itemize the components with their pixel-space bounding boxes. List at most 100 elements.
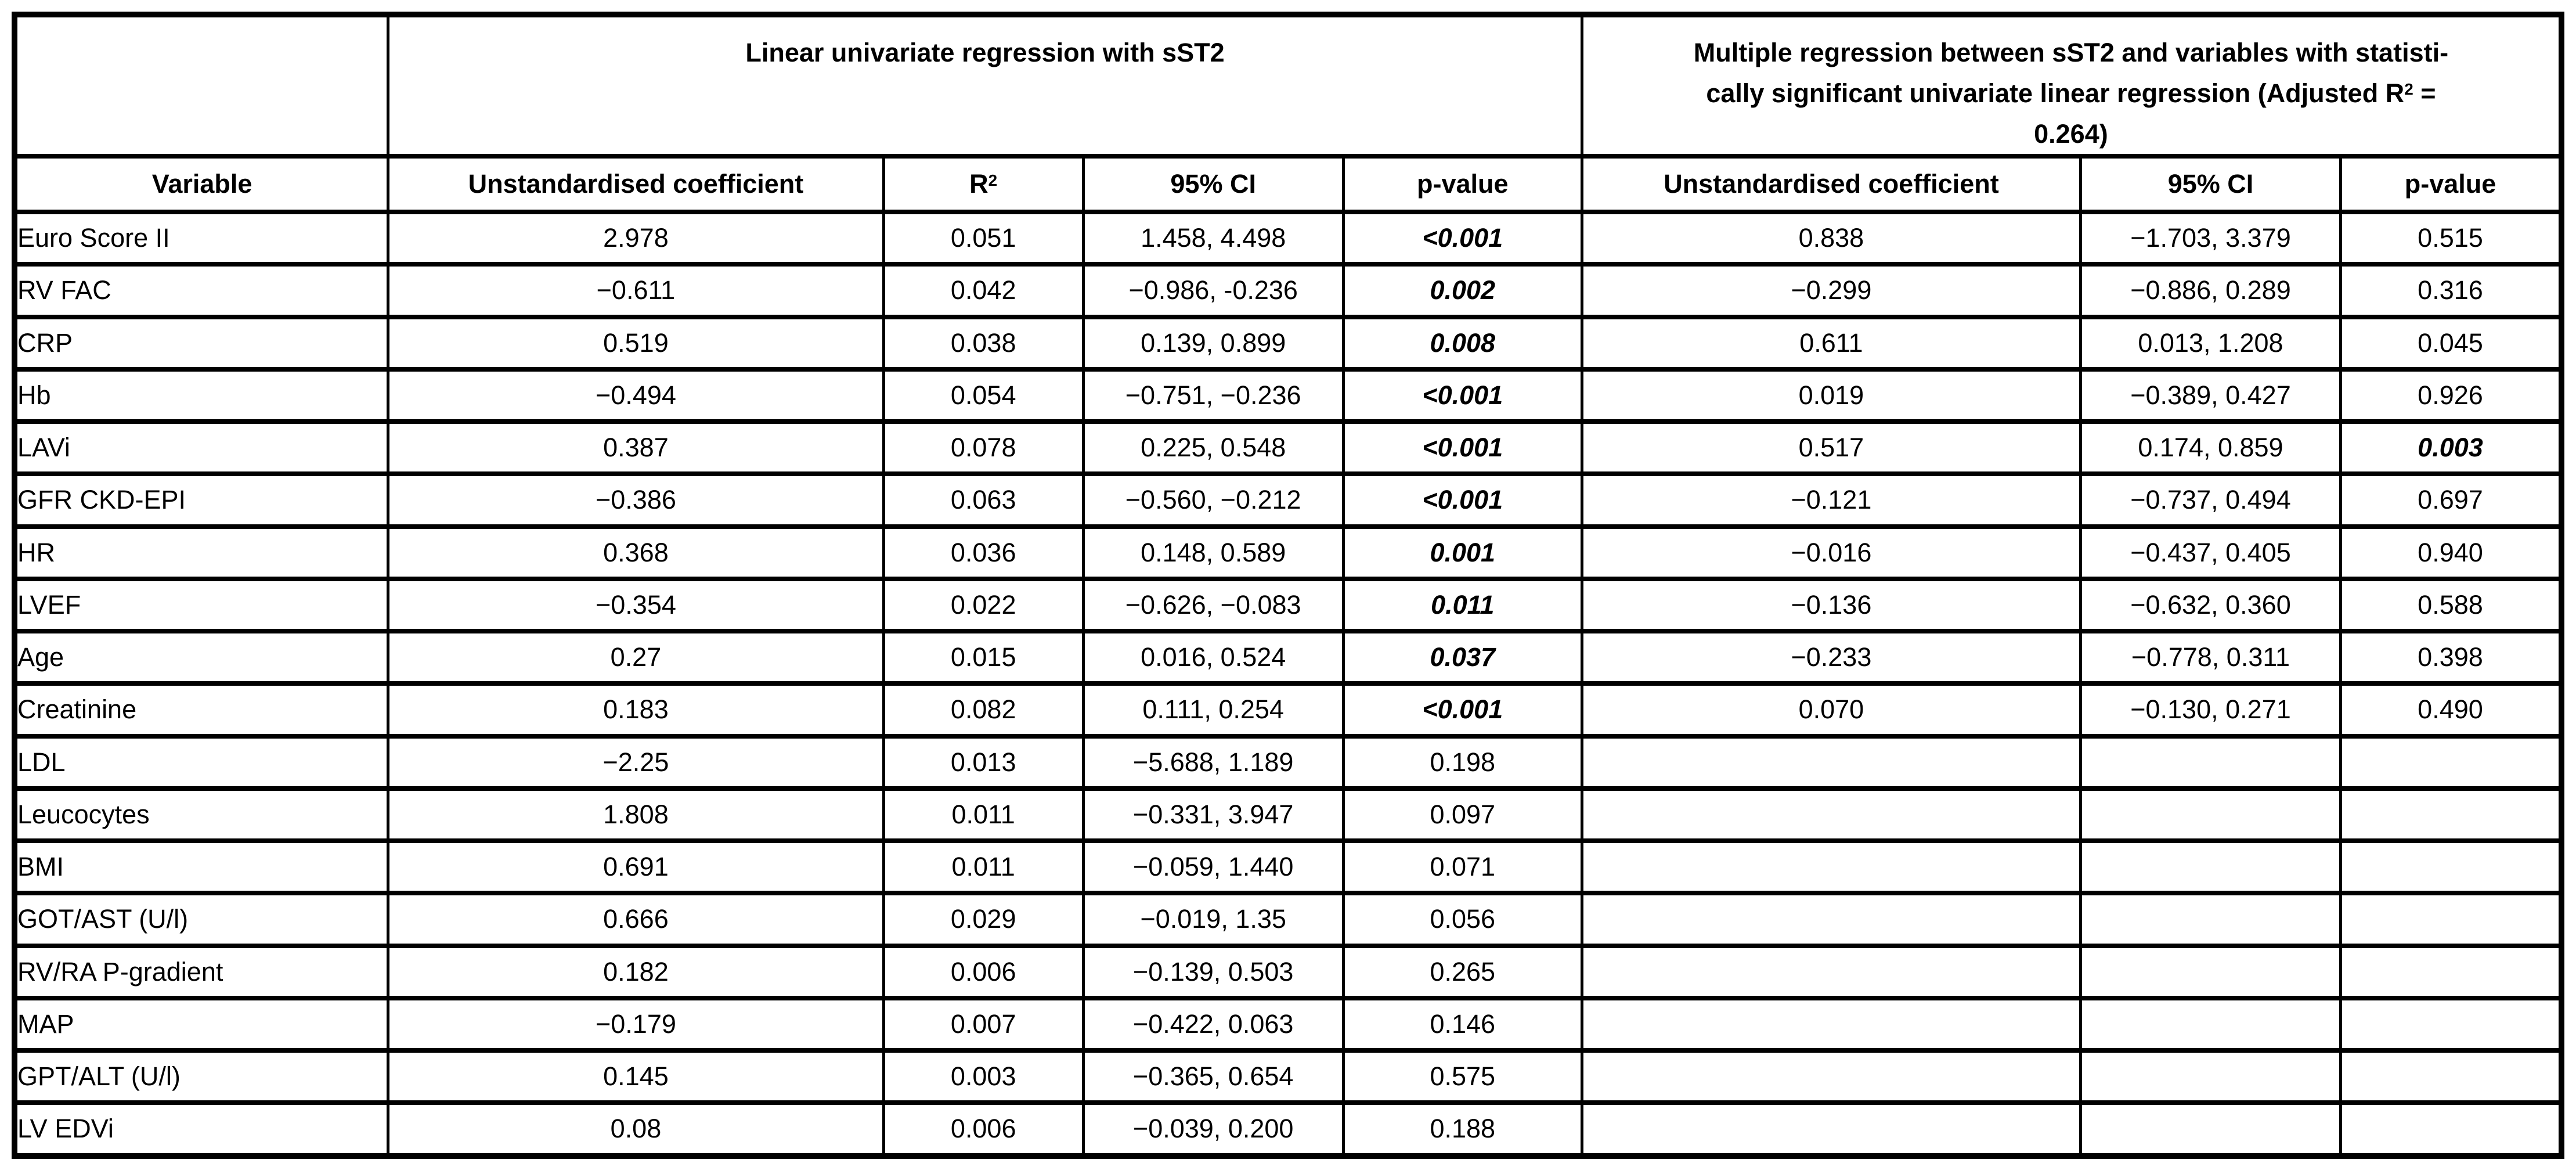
cell-multiple-p-value: 0.515: [2339, 210, 2563, 267]
cell-univariate-coefficient: −0.179: [387, 995, 885, 1053]
cell-variable: GOT/AST (U/l): [13, 891, 390, 948]
cell-variable: Leucocytes: [13, 786, 390, 844]
multiple-group-title-line2: cally significant univariate linear regr…: [1706, 78, 2436, 108]
table-row: GOT/AST (U/l) 0.666 0.029 −0.019, 1.35 0.056: [13, 891, 2563, 948]
cell-multiple-ci: −0.778, 0.311: [2079, 629, 2342, 686]
cell-univariate-coefficient: 0.145: [387, 1047, 885, 1106]
column-header-univariate-coefficient: Unstandardised coefficient: [387, 154, 885, 215]
multiple-group-title-line1: Multiple regression between sST2 and var…: [1693, 38, 2449, 67]
cell-multiple-coefficient: [1580, 733, 2082, 791]
cell-univariate-r-squared: 0.078: [882, 419, 1085, 477]
table-row: LAVi 0.387 0.078 0.225, 0.548 <0.001 0.517 0.1…: [13, 419, 2563, 477]
r-squared-superscript: 2: [988, 171, 998, 189]
cell-multiple-ci: [2079, 995, 2342, 1053]
cell-multiple-coefficient: −0.121: [1580, 471, 2082, 529]
cell-multiple-coefficient: 0.070: [1580, 681, 2082, 739]
table-row: CRP 0.519 0.038 0.139, 0.899 0.008 0.611 0.013…: [13, 314, 2563, 372]
cell-univariate-ci: −0.059, 1.440: [1081, 838, 1345, 896]
cell-multiple-ci: −0.886, 0.289: [2079, 262, 2342, 319]
cell-variable: RV/RA P-gradient: [13, 943, 390, 1000]
cell-univariate-p-value: 0.575: [1341, 1047, 1583, 1106]
corner-cell: [13, 12, 390, 159]
cell-multiple-coefficient: [1580, 891, 2082, 948]
cell-variable: GPT/ALT (U/l): [13, 1047, 390, 1106]
column-header-r-squared: R2: [882, 154, 1085, 215]
cell-variable: Creatinine: [13, 681, 390, 739]
cell-univariate-p-value: 0.011: [1341, 576, 1583, 634]
cell-variable: RV FAC: [13, 262, 390, 319]
cell-univariate-coefficient: 0.27: [387, 629, 885, 686]
cell-univariate-ci: −5.688, 1.189: [1081, 733, 1345, 791]
cell-univariate-r-squared: 0.013: [882, 733, 1085, 791]
cell-multiple-coefficient: −0.136: [1580, 576, 2082, 634]
table-row: Creatinine 0.183 0.082 0.111, 0.254 <0.001 0.…: [13, 681, 2563, 739]
cell-univariate-ci: −0.422, 0.063: [1081, 995, 1345, 1053]
column-header-variable: Variable: [13, 154, 390, 215]
cell-multiple-ci: [2079, 838, 2342, 896]
cell-univariate-r-squared: 0.029: [882, 891, 1085, 948]
cell-multiple-p-value: 0.490: [2339, 681, 2563, 739]
table-row: Leucocytes 1.808 0.011 −0.331, 3.947 0.097: [13, 786, 2563, 844]
cell-univariate-r-squared: 0.082: [882, 681, 1085, 739]
multiple-group-header: Multiple regression between sST2 and var…: [1580, 12, 2563, 159]
cell-univariate-p-value: 0.071: [1341, 838, 1583, 896]
univariate-group-title: Linear univariate regression with sST2: [745, 38, 1225, 67]
cell-univariate-coefficient: −2.25: [387, 733, 885, 791]
cell-multiple-coefficient: 0.517: [1580, 419, 2082, 477]
cell-multiple-p-value: [2339, 891, 2563, 948]
cell-univariate-ci: −0.365, 0.654: [1081, 1047, 1345, 1106]
cell-univariate-coefficient: −0.386: [387, 471, 885, 529]
table-row: LV EDVi 0.08 0.006 −0.039, 0.200 0.188: [13, 1100, 2563, 1158]
cell-univariate-ci: −0.560, −0.212: [1081, 471, 1345, 529]
cell-multiple-ci: [2079, 733, 2342, 791]
cell-variable: Age: [13, 629, 390, 686]
column-header-multiple-p-value: p-value: [2339, 154, 2563, 215]
table-row: BMI 0.691 0.011 −0.059, 1.440 0.071: [13, 838, 2563, 896]
cell-multiple-coefficient: [1580, 995, 2082, 1053]
cell-multiple-coefficient: [1580, 786, 2082, 844]
cell-multiple-p-value: 0.316: [2339, 262, 2563, 319]
cell-univariate-ci: −0.331, 3.947: [1081, 786, 1345, 844]
cell-univariate-p-value: 0.097: [1341, 786, 1583, 844]
cell-multiple-ci: [2079, 786, 2342, 844]
cell-multiple-p-value: 0.045: [2339, 314, 2563, 372]
table-row: MAP −0.179 0.007 −0.422, 0.063 0.146: [13, 995, 2563, 1053]
table-body: Euro Score II 2.978 0.051 1.458, 4.498 <0.00…: [13, 210, 2563, 1158]
cell-univariate-ci: −0.039, 0.200: [1081, 1100, 1345, 1158]
cell-multiple-ci: [2079, 1100, 2342, 1158]
cell-multiple-ci: 0.174, 0.859: [2079, 419, 2342, 477]
cell-univariate-coefficient: 0.666: [387, 891, 885, 948]
cell-univariate-p-value: <0.001: [1341, 366, 1583, 424]
cell-univariate-ci: 1.458, 4.498: [1081, 210, 1345, 267]
cell-univariate-ci: 0.139, 0.899: [1081, 314, 1345, 372]
table-row: LDL −2.25 0.013 −5.688, 1.189 0.198: [13, 733, 2563, 791]
table-row: Hb −0.494 0.054 −0.751, −0.236 <0.001 0.019 −0…: [13, 366, 2563, 424]
cell-univariate-r-squared: 0.011: [882, 838, 1085, 896]
cell-univariate-coefficient: −0.611: [387, 262, 885, 319]
cell-multiple-ci: −0.632, 0.360: [2079, 576, 2342, 634]
cell-multiple-p-value: [2339, 1100, 2563, 1158]
cell-multiple-p-value: 0.003: [2339, 419, 2563, 477]
cell-univariate-p-value: 0.037: [1341, 629, 1583, 686]
column-header-multiple-ci: 95% CI: [2079, 154, 2342, 215]
cell-multiple-coefficient: 0.838: [1580, 210, 2082, 267]
cell-univariate-p-value: <0.001: [1341, 210, 1583, 267]
cell-univariate-r-squared: 0.063: [882, 471, 1085, 529]
cell-univariate-p-value: <0.001: [1341, 681, 1583, 739]
cell-multiple-p-value: 0.588: [2339, 576, 2563, 634]
cell-multiple-coefficient: [1580, 1100, 2082, 1158]
cell-multiple-p-value: 0.940: [2339, 524, 2563, 581]
table-row: LVEF −0.354 0.022 −0.626, −0.083 0.011 −0.136…: [13, 576, 2563, 634]
table-row: Euro Score II 2.978 0.051 1.458, 4.498 <0.00…: [13, 210, 2563, 267]
cell-univariate-coefficient: 2.978: [387, 210, 885, 267]
cell-univariate-p-value: <0.001: [1341, 419, 1583, 477]
table-row: GFR CKD-EPI −0.386 0.063 −0.560, −0.212 <0.0…: [13, 471, 2563, 529]
table-row: RV FAC −0.611 0.042 −0.986, -0.236 0.002 −0.2…: [13, 262, 2563, 319]
cell-univariate-coefficient: 0.183: [387, 681, 885, 739]
cell-variable: LDL: [13, 733, 390, 791]
cell-univariate-ci: −0.139, 0.503: [1081, 943, 1345, 1000]
cell-univariate-ci: −0.626, −0.083: [1081, 576, 1345, 634]
cell-univariate-r-squared: 0.006: [882, 943, 1085, 1000]
column-header-univariate-p-value: p-value: [1341, 154, 1583, 215]
cell-univariate-r-squared: 0.003: [882, 1047, 1085, 1106]
